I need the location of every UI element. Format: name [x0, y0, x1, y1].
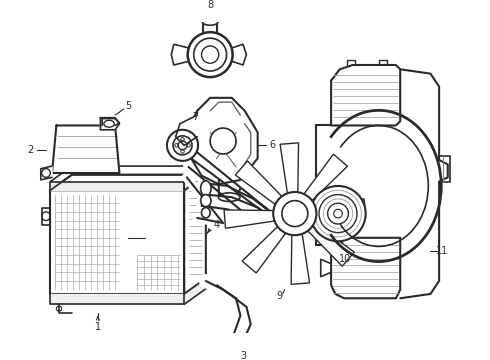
- Polygon shape: [219, 180, 241, 197]
- Polygon shape: [308, 223, 354, 266]
- Polygon shape: [224, 210, 274, 228]
- Polygon shape: [439, 156, 450, 182]
- Polygon shape: [175, 115, 197, 145]
- Circle shape: [319, 195, 357, 233]
- Text: 1: 1: [95, 322, 101, 332]
- Text: 2: 2: [27, 145, 34, 155]
- Polygon shape: [184, 278, 206, 304]
- Polygon shape: [242, 226, 286, 273]
- Polygon shape: [315, 199, 366, 217]
- Text: 5: 5: [125, 102, 131, 112]
- Circle shape: [210, 128, 236, 154]
- Polygon shape: [235, 161, 282, 204]
- Polygon shape: [400, 69, 448, 298]
- Ellipse shape: [200, 181, 211, 196]
- Ellipse shape: [221, 343, 237, 352]
- Polygon shape: [100, 118, 120, 130]
- Polygon shape: [102, 118, 120, 126]
- Ellipse shape: [200, 195, 211, 207]
- Polygon shape: [50, 175, 206, 190]
- Text: 10: 10: [339, 253, 351, 264]
- Ellipse shape: [201, 208, 210, 218]
- Polygon shape: [203, 22, 217, 32]
- Circle shape: [194, 38, 226, 71]
- Polygon shape: [321, 260, 331, 277]
- Ellipse shape: [219, 193, 240, 202]
- Circle shape: [273, 192, 317, 235]
- Polygon shape: [331, 238, 400, 298]
- Text: 7: 7: [193, 112, 198, 122]
- Text: 8: 8: [207, 0, 213, 9]
- Text: 9: 9: [276, 291, 282, 301]
- Polygon shape: [41, 166, 52, 180]
- Ellipse shape: [104, 120, 114, 127]
- Circle shape: [173, 136, 192, 155]
- Ellipse shape: [202, 18, 218, 25]
- Circle shape: [282, 201, 308, 226]
- Text: 11: 11: [436, 246, 448, 256]
- Polygon shape: [50, 294, 184, 304]
- Polygon shape: [189, 98, 258, 184]
- Polygon shape: [233, 44, 246, 65]
- Text: 6: 6: [270, 140, 275, 150]
- Polygon shape: [304, 154, 347, 201]
- Polygon shape: [50, 182, 184, 190]
- Text: 3: 3: [240, 351, 246, 360]
- Text: 4: 4: [214, 220, 220, 230]
- Polygon shape: [184, 166, 206, 190]
- Circle shape: [188, 32, 233, 77]
- Polygon shape: [291, 234, 310, 284]
- Circle shape: [328, 203, 348, 224]
- Polygon shape: [172, 44, 188, 65]
- Polygon shape: [280, 143, 298, 193]
- Circle shape: [310, 186, 366, 241]
- Circle shape: [201, 46, 219, 63]
- Polygon shape: [331, 65, 400, 126]
- Polygon shape: [52, 126, 120, 173]
- Polygon shape: [50, 190, 184, 294]
- Polygon shape: [184, 175, 206, 294]
- Circle shape: [167, 130, 198, 161]
